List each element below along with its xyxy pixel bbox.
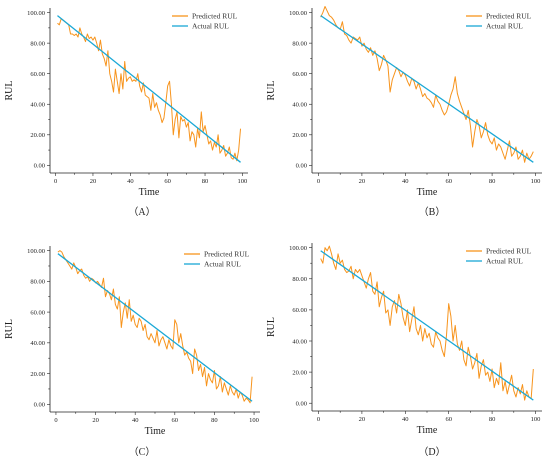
y-tick-label: 40.00 <box>30 340 45 347</box>
legend-actual-label: Actual RUL <box>204 260 241 269</box>
x-tick-label: 0 <box>317 178 320 185</box>
legend-actual-label: Actual RUL <box>486 22 523 31</box>
x-tick-label: 40 <box>402 178 409 185</box>
predicted-rul-line <box>57 250 253 404</box>
x-tick-label: 80 <box>211 417 218 424</box>
x-tick-label: 100 <box>249 417 259 424</box>
y-axis-title: RUL <box>4 319 15 339</box>
x-tick-label: 60 <box>445 178 452 185</box>
y-tick-label: 20.00 <box>292 132 307 139</box>
x-tick-label: 20 <box>359 178 366 185</box>
y-axis-title: RUL <box>266 317 277 337</box>
predicted-rul-line <box>57 18 242 162</box>
x-tick-label: 40 <box>132 417 139 424</box>
x-axis-title: Time <box>145 426 166 437</box>
panel-label: （C） <box>129 446 156 458</box>
y-tick-label: 40.00 <box>292 102 307 109</box>
panel-a: 0 20 40 60 80 100 0.00 20.00 40.00 60.00 80.00 100.… <box>4 8 248 218</box>
panel-b: 0 20 40 60 80 100 0.00 20.00 40.00 60.00 80.00 100.… <box>266 5 542 218</box>
panel-label: （A） <box>128 206 155 218</box>
predicted-rul-line <box>320 245 534 401</box>
y-tick-label: 100.00 <box>289 245 307 252</box>
actual-rul-line <box>320 15 534 163</box>
x-tick-label: 20 <box>92 417 99 424</box>
actual-rul-line <box>57 15 241 163</box>
y-tick-label: 100.00 <box>27 10 45 17</box>
y-axis-title: RUL <box>4 81 15 101</box>
legend-actual-label: Actual RUL <box>486 257 523 266</box>
y-axis-title: RUL <box>266 81 277 101</box>
x-tick-label: 40 <box>402 416 409 423</box>
y-tick-label: 20.00 <box>292 369 307 376</box>
x-tick-label: 20 <box>359 416 366 423</box>
panel-label: （D） <box>418 446 445 458</box>
x-tick-label: 0 <box>54 178 57 185</box>
legend-predicted-label: Predicted RUL <box>486 247 532 256</box>
legend-predicted-label: Predicted RUL <box>204 250 250 259</box>
y-tick-label: 80.00 <box>292 276 307 283</box>
y-tick-label: 0.00 <box>34 163 45 170</box>
x-tick-label: 80 <box>202 178 209 185</box>
actual-rul-line <box>57 253 253 402</box>
y-tick-label: 60.00 <box>292 307 307 314</box>
x-tick-label: 100 <box>531 178 541 185</box>
x-tick-label: 0 <box>54 417 57 424</box>
legend-predicted-label: Predicted RUL <box>486 12 532 21</box>
y-tick-label: 40.00 <box>292 338 307 345</box>
panel-label: （B） <box>419 206 446 218</box>
x-tick-label: 100 <box>238 178 248 185</box>
x-tick-label: 60 <box>445 416 452 423</box>
x-tick-label: 0 <box>317 416 320 423</box>
y-tick-label: 60.00 <box>30 71 45 78</box>
y-tick-label: 60.00 <box>30 309 45 316</box>
y-tick-label: 20.00 <box>30 371 45 378</box>
y-tick-label: 80.00 <box>30 279 45 286</box>
legend-predicted-label: Predicted RUL <box>192 12 238 21</box>
y-tick-label: 20.00 <box>30 132 45 139</box>
y-tick-label: 60.00 <box>292 71 307 78</box>
x-tick-label: 80 <box>489 178 496 185</box>
y-tick-label: 0.00 <box>296 163 307 170</box>
x-tick-label: 40 <box>127 178 134 185</box>
x-axis-title: Time <box>417 187 438 198</box>
y-tick-label: 80.00 <box>30 40 45 47</box>
x-tick-label: 80 <box>489 416 496 423</box>
x-tick-label: 60 <box>164 178 171 185</box>
y-tick-label: 40.00 <box>30 102 45 109</box>
y-tick-label: 80.00 <box>292 40 307 47</box>
x-axis-title: Time <box>139 187 160 198</box>
predicted-rul-line <box>320 5 534 163</box>
panel-d: 0 20 40 60 80 100 0.00 20.00 40.00 60.00 80.00 100.… <box>266 243 542 458</box>
x-tick-label: 60 <box>172 417 179 424</box>
actual-rul-line <box>320 250 534 401</box>
y-tick-label: 0.00 <box>34 402 45 409</box>
legend-actual-label: Actual RUL <box>192 22 229 31</box>
y-tick-label: 0.00 <box>296 401 307 408</box>
panel-c: 0 20 40 60 80 100 0.00 20.00 40.00 60.00 80.00 100.… <box>4 246 260 458</box>
y-tick-label: 100.00 <box>27 248 45 255</box>
x-tick-label: 20 <box>90 178 97 185</box>
y-tick-label: 100.00 <box>289 10 307 17</box>
x-tick-label: 100 <box>531 416 541 423</box>
x-axis-title: Time <box>417 425 438 436</box>
